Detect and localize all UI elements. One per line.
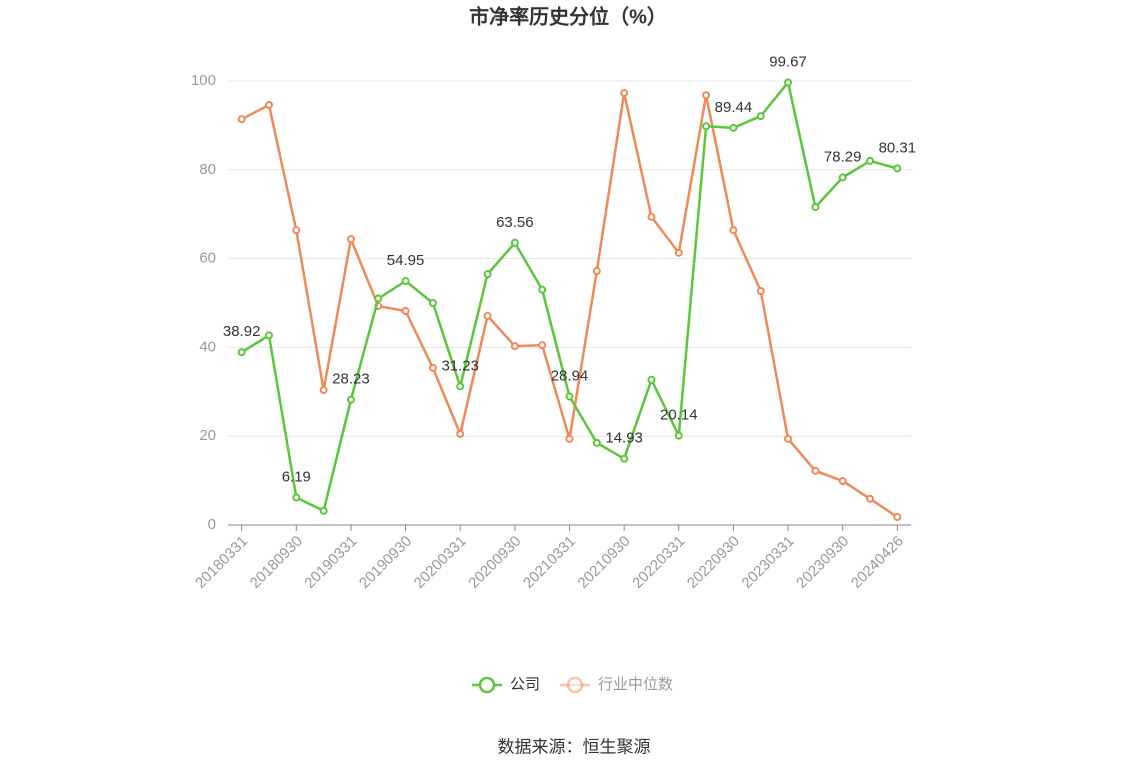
data-point [729,123,738,132]
chart-title: 市净率历史分位（%） [469,4,667,28]
x-tick-label: 20190930 [356,533,415,592]
data-point [292,493,301,502]
data-point [729,226,738,235]
data-point [428,363,437,372]
data-point [319,386,328,395]
data-point [838,477,847,486]
data-point [346,395,355,404]
data-point [264,331,273,340]
data-point [483,270,492,279]
x-tick-label: 20210331 [520,533,579,592]
data-point [893,513,902,522]
data-point [702,91,711,100]
y-tick-label: 60 [199,250,216,267]
x-tick-label: 20200331 [411,533,470,592]
x-tick-label: 20230930 [793,533,852,592]
data-point [756,287,765,296]
legend-marker [478,676,496,694]
y-tick-label: 40 [199,338,216,355]
data-point [784,78,793,87]
data-point [538,341,547,350]
data-point [237,348,246,357]
data-point [292,226,301,235]
data-point [647,212,656,221]
x-tick-label: 20180930 [247,533,306,592]
data-point [592,267,601,276]
y-tick-label: 0 [208,516,216,533]
data-point [674,248,683,257]
data-point [893,164,902,173]
legend-label: 公司 [510,676,540,693]
data-point [811,203,820,212]
data-label: 6.19 [282,468,311,485]
data-point [510,238,519,247]
legend-marker [566,676,584,694]
data-point [811,466,820,475]
data-point [702,122,711,131]
data-point [838,173,847,182]
data-point [538,285,547,294]
data-point [510,342,519,351]
data-label: 54.95 [387,252,425,269]
data-point [483,311,492,320]
data-point [401,277,410,286]
data-point [237,115,246,124]
legend-label: 行业中位数 [598,676,673,693]
data-point [647,375,656,384]
data-label: 28.23 [332,371,370,388]
data-label: 78.29 [824,148,862,165]
data-point [592,438,601,447]
x-tick-label: 20180331 [192,533,251,592]
data-point [756,112,765,121]
x-tick-label: 20190331 [301,533,360,592]
y-tick-label: 100 [191,72,216,89]
series-line [241,92,899,519]
data-point [401,306,410,315]
data-point [866,494,875,503]
data-point [620,454,629,463]
x-tick-label: 20220331 [629,533,688,592]
x-tick-label: 20210930 [575,533,634,592]
data-label: 28.94 [551,367,589,384]
data-label: 80.31 [879,139,917,156]
y-tick-label: 80 [199,161,216,178]
data-point [620,88,629,97]
data-point [428,299,437,307]
data-point [674,431,683,440]
x-tick-label: 20230331 [738,533,797,592]
data-point [456,429,465,438]
data-point [319,506,328,515]
source-note: 数据来源：恒生聚源 [498,737,651,756]
data-point [866,156,875,165]
x-tick-label: 20200930 [465,533,524,592]
data-label: 99.67 [769,53,807,70]
data-label: 20.14 [660,407,698,424]
data-label: 14.93 [605,430,643,447]
data-point [565,434,574,443]
x-tick-label: 20240426 [848,533,907,592]
data-point [264,100,273,109]
data-point [784,434,793,443]
data-label: 63.56 [496,214,534,231]
data-point [374,294,383,303]
x-tick-label: 20220930 [684,533,743,592]
data-label: 89.44 [715,99,753,116]
data-point [456,382,465,391]
data-point [346,235,355,244]
y-tick-label: 20 [199,427,216,444]
data-label: 38.92 [223,323,261,340]
data-label: 31.23 [441,357,479,374]
data-point [565,392,574,401]
